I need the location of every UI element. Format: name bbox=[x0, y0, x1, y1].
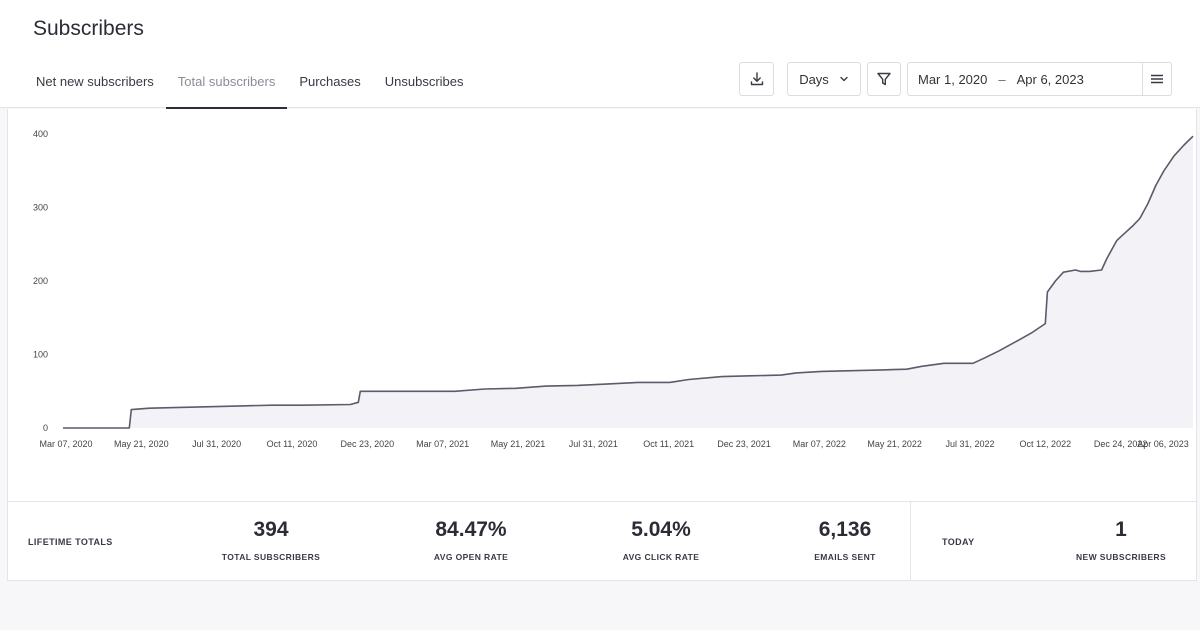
x-tick-label: Dec 23, 2020 bbox=[341, 439, 395, 449]
download-icon bbox=[750, 72, 763, 86]
x-tick-label: May 21, 2022 bbox=[867, 439, 922, 449]
date-separator: – bbox=[998, 71, 1006, 87]
x-tick-label: Dec 24, 2022 bbox=[1094, 439, 1148, 449]
date-start: Mar 1, 2020 bbox=[918, 71, 988, 87]
x-tick-label: Oct 12, 2022 bbox=[1020, 439, 1072, 449]
stats-bar: LIFETIME TOTALS 394 TOTAL SUBSCRIBERS 84… bbox=[7, 501, 1197, 581]
stat-value: 84.47% bbox=[435, 518, 507, 541]
stat-label: AVG CLICK RATE bbox=[622, 552, 700, 562]
tab-bar: Net new subscribers Total subscribers Pu… bbox=[24, 62, 476, 109]
page-header: Subscribers Net new subscribers Total su… bbox=[0, 0, 1200, 109]
today-label: TODAY bbox=[942, 537, 975, 547]
tab-unsubscribes[interactable]: Unsubscribes bbox=[384, 74, 464, 89]
stat-new-subscribers-today: 1 NEW SUBSCRIBERS bbox=[1041, 518, 1200, 562]
stat-label: EMAILS SENT bbox=[814, 552, 876, 562]
y-tick-label: 100 bbox=[33, 350, 48, 360]
interval-select-value: Days bbox=[799, 71, 829, 87]
x-tick-label: Apr 06, 2023 bbox=[1137, 439, 1189, 449]
stat-label: AVG OPEN RATE bbox=[433, 552, 509, 562]
x-tick-label: Dec 23, 2021 bbox=[717, 439, 771, 449]
y-tick-label: 300 bbox=[33, 203, 48, 213]
y-tick-label: 0 bbox=[43, 423, 48, 433]
x-tick-label: Mar 07, 2021 bbox=[416, 439, 469, 449]
x-tick-label: Oct 11, 2020 bbox=[267, 439, 318, 449]
tab-purchases[interactable]: Purchases bbox=[299, 74, 361, 89]
stats-divider bbox=[910, 502, 911, 580]
filter-button[interactable] bbox=[867, 62, 901, 96]
stat-value: 6,136 bbox=[818, 518, 872, 541]
stat-emails-sent: 6,136 EMAILS SENT bbox=[765, 518, 925, 562]
date-range-menu-button[interactable] bbox=[1142, 63, 1171, 95]
y-tick-label: 200 bbox=[33, 276, 48, 286]
stat-label: NEW SUBSCRIBERS bbox=[1075, 552, 1167, 562]
filter-icon bbox=[877, 72, 891, 86]
total-subscribers-chart: 0 100 200 300 400 Mar 07, 2020 May 21, 2020 Jul… bbox=[33, 129, 1194, 449]
stat-value: 1 bbox=[1115, 518, 1127, 541]
stat-value: 5.04% bbox=[631, 518, 691, 541]
stat-avg-open-rate: 84.47% AVG OPEN RATE bbox=[391, 518, 551, 562]
x-tick-label: Jul 31, 2020 bbox=[192, 439, 241, 449]
stat-value: 394 bbox=[253, 518, 289, 541]
page-title: Subscribers bbox=[33, 17, 144, 40]
stat-label: TOTAL SUBSCRIBERS bbox=[221, 552, 321, 562]
x-tick-label: Jul 31, 2021 bbox=[569, 439, 618, 449]
series-area bbox=[63, 136, 1193, 428]
x-tick-label: May 21, 2021 bbox=[491, 439, 546, 449]
chevron-down-icon bbox=[840, 76, 848, 82]
tab-total-subscribers[interactable]: Total subscribers bbox=[165, 62, 288, 109]
subscribers-chart-card: 0 100 200 300 400 Mar 07, 2020 May 21, 2020 Jul… bbox=[7, 109, 1197, 501]
interval-select[interactable]: Days bbox=[787, 62, 861, 96]
x-tick-label: Jul 31, 2022 bbox=[945, 439, 994, 449]
x-tick-label: May 21, 2020 bbox=[114, 439, 169, 449]
tab-net-new-subscribers[interactable]: Net new subscribers bbox=[36, 74, 154, 89]
stat-total-subscribers: 394 TOTAL SUBSCRIBERS bbox=[191, 518, 351, 562]
lifetime-totals-label: LIFETIME TOTALS bbox=[28, 537, 113, 547]
x-tick-label: Mar 07, 2020 bbox=[39, 439, 92, 449]
y-tick-label: 400 bbox=[33, 129, 48, 139]
hamburger-icon bbox=[1151, 74, 1163, 84]
date-end: Apr 6, 2023 bbox=[1016, 71, 1084, 87]
x-tick-label: Mar 07, 2022 bbox=[793, 439, 846, 449]
date-range-picker[interactable]: Mar 1, 2020 – Apr 6, 2023 bbox=[907, 62, 1172, 96]
x-tick-label: Oct 11, 2021 bbox=[643, 439, 694, 449]
stat-avg-click-rate: 5.04% AVG CLICK RATE bbox=[581, 518, 741, 562]
series-line bbox=[63, 135, 1194, 429]
download-button[interactable] bbox=[739, 62, 774, 96]
